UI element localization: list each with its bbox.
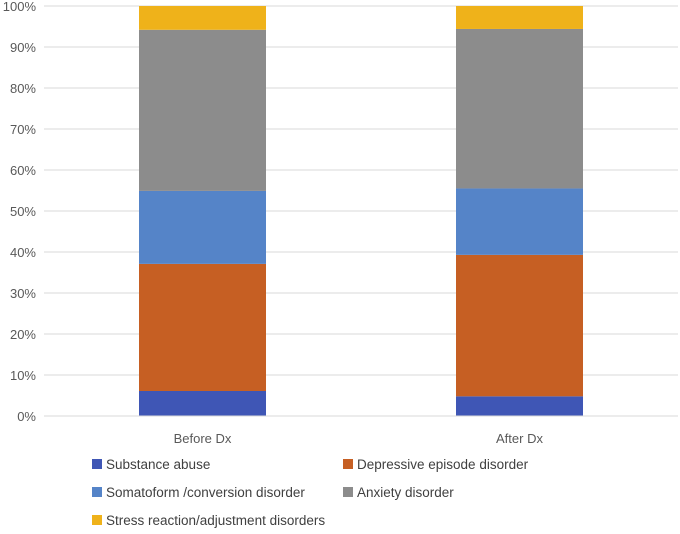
legend: Substance abuse Depressive episode disord… bbox=[92, 457, 529, 528]
y-tick-label: 30% bbox=[10, 286, 36, 301]
x-tick-label: After Dx bbox=[496, 431, 543, 446]
y-axis: 0% 10% 20% 30% 40% 50% 60% 70% 80% 90% 100% bbox=[3, 0, 37, 424]
y-tick-label: 100% bbox=[3, 0, 37, 14]
bar-segment bbox=[139, 190, 266, 264]
legend-label: Anxiety disorder bbox=[357, 485, 454, 500]
legend-label: Somatoform /conversion disorder bbox=[106, 485, 305, 500]
bar-segment bbox=[139, 29, 266, 191]
y-tick-label: 90% bbox=[10, 40, 36, 55]
legend-swatch bbox=[343, 459, 353, 469]
y-tick-label: 40% bbox=[10, 245, 36, 260]
y-tick-label: 50% bbox=[10, 204, 36, 219]
legend-label: Substance abuse bbox=[106, 457, 210, 472]
bar-segment bbox=[456, 6, 583, 29]
legend-swatch bbox=[92, 515, 102, 525]
bar-segment bbox=[456, 396, 583, 416]
bar-segment bbox=[456, 188, 583, 255]
bars bbox=[139, 6, 583, 416]
x-tick-label: Before Dx bbox=[174, 431, 232, 446]
legend-label: Depressive episode disorder bbox=[357, 457, 529, 472]
y-tick-label: 10% bbox=[10, 368, 36, 383]
bar-segment bbox=[456, 254, 583, 397]
legend-swatch bbox=[92, 487, 102, 497]
legend-swatch bbox=[92, 459, 102, 469]
y-tick-label: 80% bbox=[10, 81, 36, 96]
y-tick-label: 60% bbox=[10, 163, 36, 178]
legend-swatch bbox=[343, 487, 353, 497]
y-tick-label: 0% bbox=[17, 409, 36, 424]
y-tick-label: 20% bbox=[10, 327, 36, 342]
bar-segment bbox=[139, 263, 266, 391]
bar-segment bbox=[139, 6, 266, 30]
legend-label: Stress reaction/adjustment disorders bbox=[106, 513, 325, 528]
bar-segment bbox=[139, 390, 266, 416]
x-axis: Before Dx After Dx bbox=[174, 431, 544, 446]
bar-segment bbox=[456, 28, 583, 189]
y-tick-label: 70% bbox=[10, 122, 36, 137]
